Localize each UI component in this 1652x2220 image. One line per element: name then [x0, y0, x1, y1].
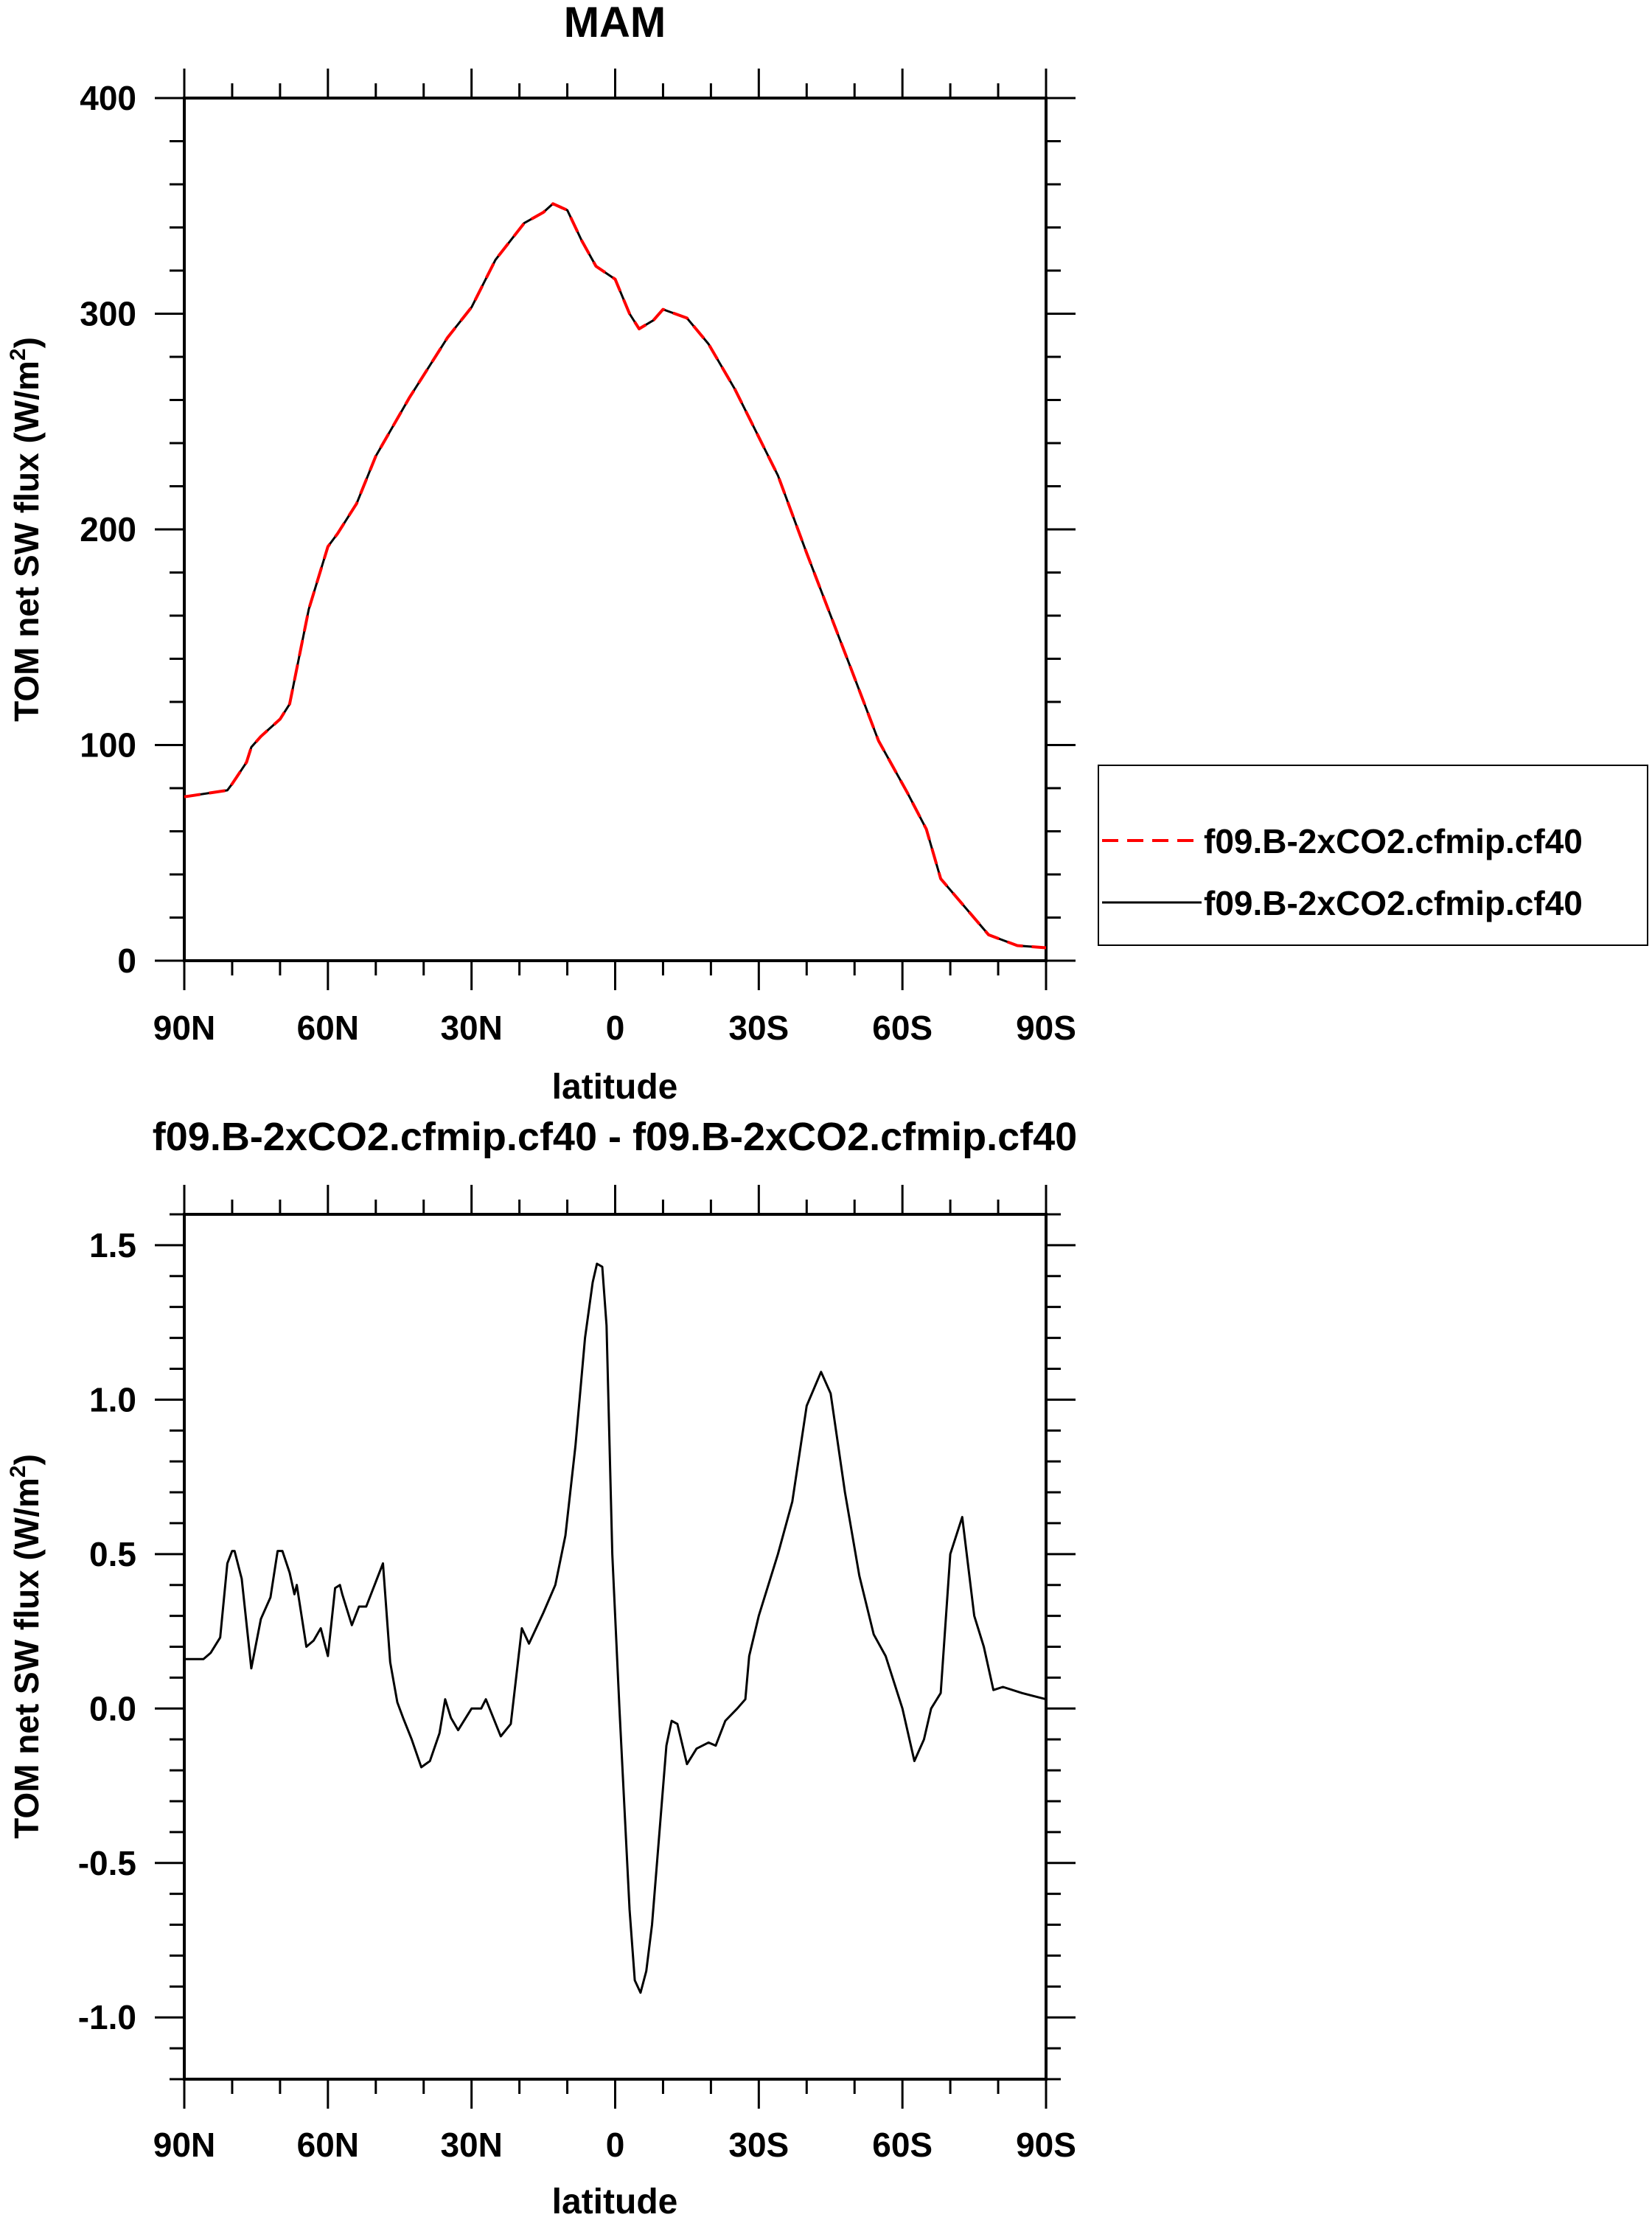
y-tick-label: 200 — [80, 510, 136, 549]
x-tick-label: 90N — [153, 2126, 215, 2164]
legend: f09.B-2xCO2.cfmip.cf40 f09.B-2xCO2.cfmip… — [1098, 765, 1648, 946]
x-tick-label: 60N — [297, 1009, 359, 1047]
x-tick-label: 90S — [1016, 1009, 1076, 1047]
y-tick-label: 400 — [80, 79, 136, 117]
y-tick-label: 1.5 — [89, 1226, 136, 1264]
y-tick-label: -0.5 — [78, 1844, 136, 1882]
x-tick-label: 60S — [872, 2126, 933, 2164]
x-tick-label: 30N — [440, 1009, 502, 1047]
chart-title: f09.B-2xCO2.cfmip.cf40 - f09.B-2xCO2.cfm… — [153, 1115, 1077, 1159]
x-tick-label: 0 — [606, 1009, 625, 1047]
series-line-red-dashed — [184, 202, 1047, 950]
chart-title: MAM — [564, 0, 666, 46]
plot-frame — [183, 97, 1048, 962]
series-line-black-solid — [184, 1262, 1047, 1994]
y-tick-label: 0.5 — [89, 1535, 136, 1573]
legend-box — [1098, 765, 1648, 946]
legend-label-1: f09.B-2xCO2.cfmip.cf40 — [1204, 822, 1583, 860]
y-axis-label: TOM net SW flux (W/m2) — [6, 337, 46, 722]
y-axis-label-close: ) — [7, 1454, 46, 1465]
plot-frame — [183, 1213, 1048, 2081]
y-axis-label-main: TOM net SW flux (W/m — [7, 1478, 46, 1839]
x-axis-label: latitude — [552, 1068, 678, 1107]
y-tick-label: 1.0 — [89, 1380, 136, 1419]
y-axis-label-superscript: 2 — [6, 348, 30, 361]
series-line-black-solid — [184, 202, 1047, 949]
x-tick-label: 60S — [872, 1009, 933, 1047]
y-tick-label: 0 — [117, 942, 136, 980]
y-axis-label-main: TOM net SW flux (W/m — [7, 361, 46, 722]
x-tick-label: 90N — [153, 1009, 215, 1047]
legend-label-2: f09.B-2xCO2.cfmip.cf40 — [1204, 884, 1583, 922]
bottom-panel-difference: f09.B-2xCO2.cfmip.cf40 - f09.B-2xCO2.cfm… — [6, 1115, 1077, 2220]
x-tick-label: 0 — [606, 2126, 625, 2164]
y-tick-label: 300 — [80, 295, 136, 333]
x-tick-label: 30S — [728, 2126, 789, 2164]
top-panel-mam: MAM latitude TOM net SW flux (W/m2) f09.… — [6, 0, 1648, 1107]
x-axis-label: latitude — [552, 2182, 678, 2220]
x-tick-label: 30S — [728, 1009, 789, 1047]
y-tick-label: 100 — [80, 726, 136, 765]
x-tick-label: 30N — [440, 2126, 502, 2164]
x-tick-label: 90S — [1016, 2126, 1076, 2164]
x-tick-label: 60N — [297, 2126, 359, 2164]
y-axis-label-close: ) — [7, 337, 46, 348]
y-tick-label: -1.0 — [78, 1998, 136, 2036]
y-axis-label-superscript: 2 — [6, 1465, 30, 1478]
y-tick-label: 0.0 — [89, 1689, 136, 1727]
y-axis-label: TOM net SW flux (W/m2) — [6, 1454, 46, 1839]
